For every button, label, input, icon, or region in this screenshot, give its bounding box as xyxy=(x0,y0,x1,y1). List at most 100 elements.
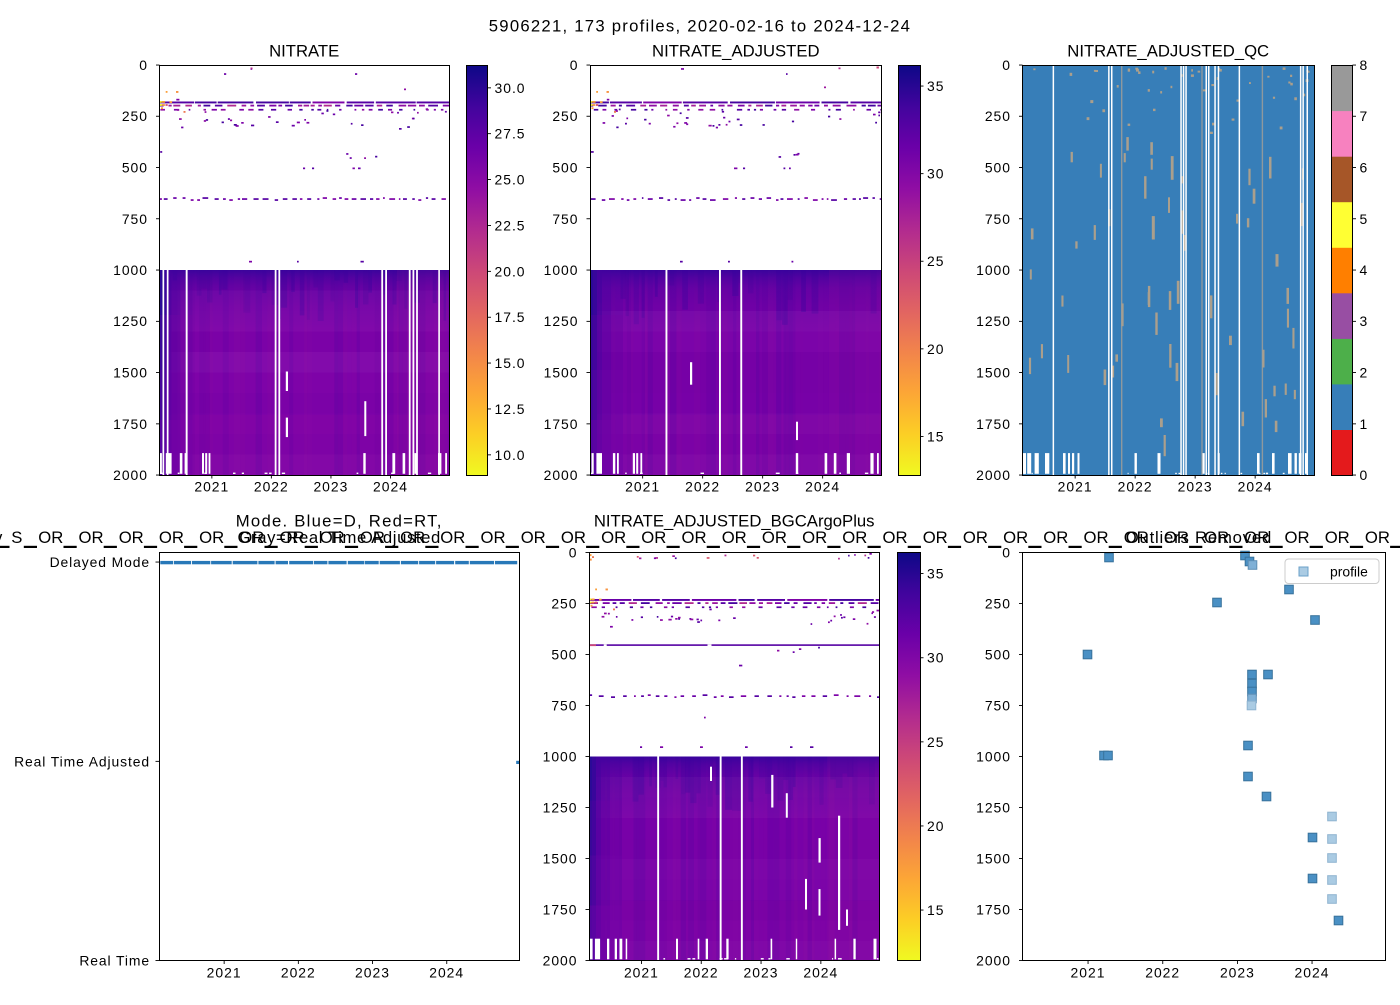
svg-text:OR: OR xyxy=(682,528,707,547)
svg-text:1500: 1500 xyxy=(544,365,579,381)
svg-text:1250: 1250 xyxy=(113,313,148,329)
svg-text:1250: 1250 xyxy=(976,800,1011,816)
svg-text:0: 0 xyxy=(570,57,579,73)
svg-text:750: 750 xyxy=(985,211,1011,227)
svg-text:1000: 1000 xyxy=(976,262,1011,278)
svg-text:OR: OR xyxy=(762,528,787,547)
svg-text:NITRATE_ADJUSTED_BGCArgoPlus: NITRATE_ADJUSTED_BGCArgoPlus xyxy=(594,511,875,530)
svg-text:OR: OR xyxy=(199,528,224,547)
svg-text:1250: 1250 xyxy=(544,313,579,329)
svg-text:20: 20 xyxy=(927,341,944,357)
svg-text:2022: 2022 xyxy=(254,479,289,495)
svg-text:1250: 1250 xyxy=(543,800,578,816)
svg-text:15.0: 15.0 xyxy=(495,355,526,371)
svg-text:Mode. Blue=D, Red=RT,: Mode. Blue=D, Red=RT, xyxy=(236,511,443,530)
svg-text:OR: OR xyxy=(802,528,827,547)
svg-text:0: 0 xyxy=(139,57,148,73)
svg-text:1000: 1000 xyxy=(543,749,578,765)
svg-text:10.0: 10.0 xyxy=(495,447,526,463)
svg-text:2022: 2022 xyxy=(281,965,316,981)
svg-text:1500: 1500 xyxy=(976,851,1011,867)
svg-text:250: 250 xyxy=(552,108,578,124)
svg-text:v: v xyxy=(0,528,3,547)
svg-text:0: 0 xyxy=(1002,545,1011,561)
svg-text:2000: 2000 xyxy=(543,953,578,969)
svg-text:OR: OR xyxy=(481,528,506,547)
svg-text:0: 0 xyxy=(1002,57,1011,73)
svg-text:NITRATE: NITRATE xyxy=(269,42,339,61)
svg-text:OR: OR xyxy=(119,528,144,547)
svg-text:35: 35 xyxy=(927,78,944,94)
svg-text:2022: 2022 xyxy=(1118,479,1153,495)
svg-text:1500: 1500 xyxy=(543,851,578,867)
svg-text:1250: 1250 xyxy=(976,313,1011,329)
svg-text:1500: 1500 xyxy=(113,365,148,381)
svg-text:17.5: 17.5 xyxy=(495,309,526,325)
svg-text:250: 250 xyxy=(122,108,148,124)
svg-text:OR: OR xyxy=(521,528,546,547)
svg-text:2024: 2024 xyxy=(805,479,840,495)
svg-text:2021: 2021 xyxy=(624,965,659,981)
svg-text:750: 750 xyxy=(122,211,148,227)
svg-text:0: 0 xyxy=(569,545,578,561)
svg-text:OR: OR xyxy=(1325,528,1350,547)
svg-text:30.0: 30.0 xyxy=(495,80,526,96)
svg-text:OR: OR xyxy=(1124,528,1149,547)
svg-text:2023: 2023 xyxy=(355,965,390,981)
svg-text:4: 4 xyxy=(1360,262,1368,278)
svg-text:1750: 1750 xyxy=(543,902,578,918)
svg-text:Delayed Mode: Delayed Mode xyxy=(50,554,150,570)
svg-text:2023: 2023 xyxy=(744,965,779,981)
svg-text:OR: OR xyxy=(1003,528,1028,547)
svg-text:2022: 2022 xyxy=(685,479,720,495)
svg-text:2021: 2021 xyxy=(1058,479,1093,495)
svg-text:15: 15 xyxy=(927,429,944,445)
svg-text:500: 500 xyxy=(122,160,148,176)
svg-text:1000: 1000 xyxy=(544,262,579,278)
svg-text:27.5: 27.5 xyxy=(495,126,526,142)
svg-text:750: 750 xyxy=(552,211,578,227)
svg-text:20.0: 20.0 xyxy=(495,263,526,279)
svg-text:12.5: 12.5 xyxy=(495,401,526,417)
svg-text:OR: OR xyxy=(1365,528,1390,547)
svg-text:2024: 2024 xyxy=(1295,965,1330,981)
svg-text:2024: 2024 xyxy=(803,965,838,981)
svg-text:750: 750 xyxy=(985,698,1011,714)
svg-text:2021: 2021 xyxy=(194,479,229,495)
svg-text:2021: 2021 xyxy=(207,965,242,981)
svg-text:OR: OR xyxy=(159,528,184,547)
svg-text:1750: 1750 xyxy=(113,416,148,432)
svg-text:OR: OR xyxy=(1043,528,1068,547)
svg-text:500: 500 xyxy=(552,160,578,176)
svg-text:Outliers Removed: Outliers Removed xyxy=(1126,528,1272,547)
svg-text:Gray=Real Time Adjusted: Gray=Real Time Adjusted xyxy=(237,528,440,547)
svg-text:500: 500 xyxy=(551,647,577,663)
svg-text:750: 750 xyxy=(551,698,577,714)
svg-text:7: 7 xyxy=(1360,108,1368,124)
svg-text:1500: 1500 xyxy=(976,365,1011,381)
svg-text:25: 25 xyxy=(927,253,944,269)
svg-text:OR: OR xyxy=(561,528,586,547)
svg-text:OR: OR xyxy=(440,528,465,547)
svg-text:1000: 1000 xyxy=(976,749,1011,765)
svg-text:OR: OR xyxy=(963,528,988,547)
svg-text:5: 5 xyxy=(1360,211,1368,227)
svg-text:2023: 2023 xyxy=(745,479,780,495)
svg-text:500: 500 xyxy=(985,160,1011,176)
svg-text:1: 1 xyxy=(1360,416,1368,432)
svg-text:OR: OR xyxy=(883,528,908,547)
svg-text:0: 0 xyxy=(1360,467,1368,483)
svg-text:2024: 2024 xyxy=(373,479,408,495)
svg-text:1750: 1750 xyxy=(976,416,1011,432)
svg-text:OR: OR xyxy=(79,528,104,547)
svg-text:6: 6 xyxy=(1360,160,1368,176)
svg-text:2021: 2021 xyxy=(625,479,660,495)
svg-text:OR: OR xyxy=(1244,528,1269,547)
svg-text:OR: OR xyxy=(280,528,305,547)
svg-text:OR: OR xyxy=(400,528,425,547)
svg-text:OR: OR xyxy=(38,528,63,547)
svg-text:1750: 1750 xyxy=(544,416,579,432)
svg-text:8: 8 xyxy=(1360,57,1368,73)
svg-text:1750: 1750 xyxy=(976,902,1011,918)
svg-text:2000: 2000 xyxy=(976,467,1011,483)
